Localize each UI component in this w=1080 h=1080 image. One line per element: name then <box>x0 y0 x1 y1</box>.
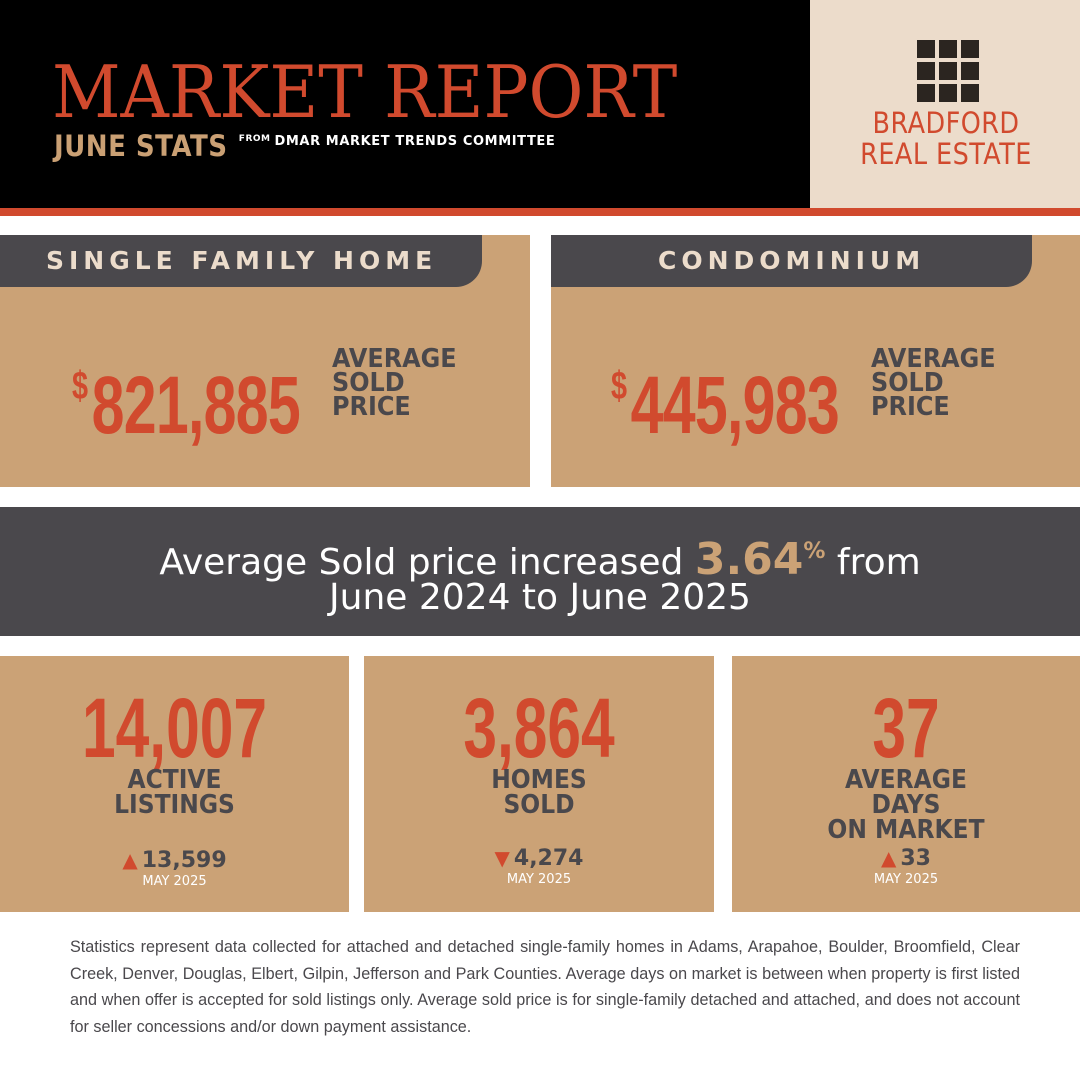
stat-value: 14,007 <box>82 681 267 775</box>
price-label-line: SOLD <box>871 368 944 398</box>
stat-label: AVERAGE DAYS ON MARKET <box>749 765 1062 845</box>
subtitle-from: FROM <box>238 134 271 144</box>
stat-label: HOMES SOLD <box>382 765 697 820</box>
price-label-line: AVERAGE <box>871 344 996 374</box>
price-label-line: PRICE <box>332 392 411 422</box>
active-listings-card: 14,007 ACTIVE LISTINGS ▲ 13,599 MAY 2025 <box>0 656 349 912</box>
card-tab-label: SINGLE FAMILY HOME <box>46 246 438 275</box>
stat-label-line: HOMES <box>491 765 587 795</box>
currency-symbol: $ <box>611 364 627 408</box>
banner-text: Average Sold price increased <box>159 542 695 583</box>
company-logo: BRADFORD REAL ESTATE <box>858 108 1034 170</box>
stat-label-line: LISTINGS <box>114 790 235 820</box>
stat-label: ACTIVE LISTINGS <box>17 765 331 820</box>
condominium-card: CONDOMINIUM $445,983 AVERAGE SOLD PRICE <box>551 235 1080 487</box>
previous-month: MAY 2025 <box>873 872 939 887</box>
banner-text: from <box>825 542 921 583</box>
card-tab-label: CONDOMINIUM <box>658 246 926 275</box>
logo-panel <box>810 0 1080 208</box>
banner-line-1: Average Sold price increased 3.64% from <box>0 530 1080 585</box>
trend-up-icon: ▲ <box>122 848 138 872</box>
page-title: MARKET REPORT <box>52 50 678 134</box>
price-label-line: PRICE <box>871 392 950 422</box>
stat-label-line: DAYS <box>871 790 941 820</box>
average-price: $821,885 <box>72 345 301 447</box>
logo-line-1: BRADFORD <box>872 106 1020 140</box>
card-tab: SINGLE FAMILY HOME <box>0 235 482 287</box>
previous-month: MAY 2025 <box>142 874 207 889</box>
currency-symbol: $ <box>72 364 88 408</box>
trend-up-icon: ▲ <box>880 846 897 870</box>
price-value: 821,885 <box>91 360 301 451</box>
previous-value: ▼ 4,274 <box>364 846 714 871</box>
previous-number: 13,599 <box>141 848 227 873</box>
change-banner <box>0 507 1080 636</box>
card-tab: CONDOMINIUM <box>551 235 1032 287</box>
previous-number: 33 <box>900 846 931 871</box>
previous-value: ▲ 13,599 <box>0 848 349 873</box>
source-label: DMAR MARKET TRENDS COMMITTEE <box>274 134 556 149</box>
homes-sold-card: 3,864 HOMES SOLD ▼ 4,274 MAY 2025 <box>364 656 714 912</box>
percent-value: 3.64 <box>694 534 804 585</box>
stat-label-line: SOLD <box>503 790 575 820</box>
average-price: $445,983 <box>611 345 840 447</box>
previous-number: 4,274 <box>513 846 584 871</box>
banner-line-2: June 2024 to June 2025 <box>329 577 751 618</box>
stat-label-line: AVERAGE <box>845 765 967 795</box>
header-banner <box>0 0 810 208</box>
price-label-line: SOLD <box>332 368 405 398</box>
price-label-line: AVERAGE <box>332 344 457 374</box>
stat-value: 37 <box>872 681 940 775</box>
percent-change: 3.64% <box>695 534 826 585</box>
previous-value: ▲ 33 <box>732 846 1080 871</box>
price-label: AVERAGE SOLD PRICE <box>332 344 457 422</box>
previous-month: MAY 2025 <box>506 872 572 887</box>
window-grid-icon <box>917 40 979 102</box>
methodology-footnote: Statistics represent data collected for … <box>70 938 1020 1036</box>
stat-label-line: ACTIVE <box>127 765 222 795</box>
header-divider <box>0 208 1080 216</box>
days-on-market-card: 37 AVERAGE DAYS ON MARKET ▲ 33 MAY 2025 <box>732 656 1080 912</box>
logo-line-2: REAL ESTATE <box>860 137 1032 171</box>
percent-sign: % <box>803 539 826 564</box>
price-label: AVERAGE SOLD PRICE <box>871 344 996 422</box>
stat-label-line: ON MARKET <box>827 815 985 845</box>
subtitle: JUNE STATS <box>54 129 228 163</box>
stat-value: 3,864 <box>463 681 615 775</box>
single-family-card: SINGLE FAMILY HOME $821,885 AVERAGE SOLD… <box>0 235 530 487</box>
subtitle-row: JUNE STATS FROM DMAR MARKET TRENDS COMMI… <box>54 128 555 164</box>
price-value: 445,983 <box>630 360 840 451</box>
trend-down-icon: ▼ <box>494 846 510 870</box>
